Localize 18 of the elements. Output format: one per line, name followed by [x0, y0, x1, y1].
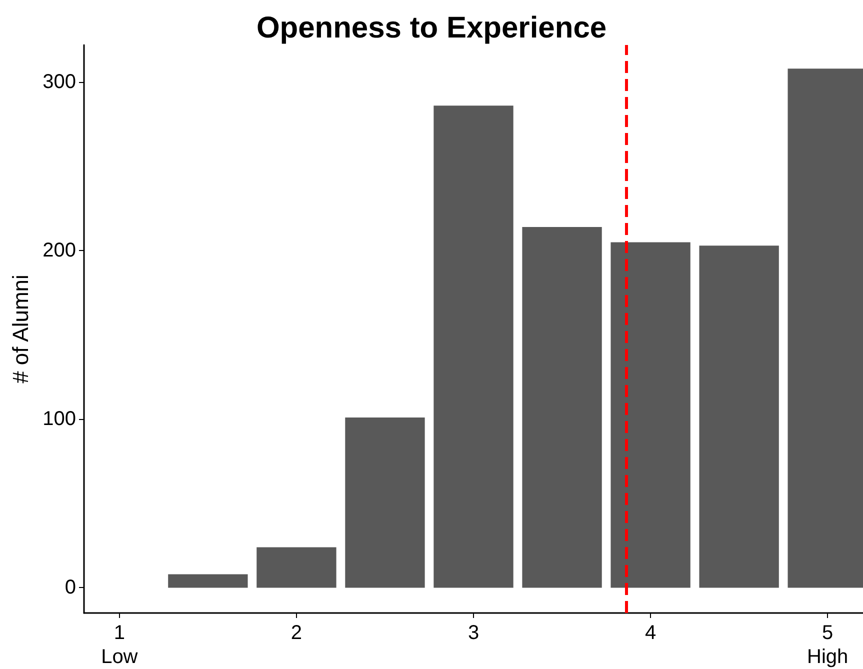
bar: [699, 246, 779, 588]
x-tick-label: 4: [644, 622, 656, 644]
bar: [522, 227, 602, 588]
y-tick-label: 200: [42, 240, 76, 262]
y-tick-label: 100: [42, 408, 76, 430]
bar: [256, 547, 336, 588]
bar: [168, 574, 248, 588]
bar: [610, 242, 690, 588]
y-axis-title: # of Alumni: [8, 274, 34, 384]
x-tick-label: 3: [468, 622, 480, 644]
x-tick-label: 5 High: [807, 622, 848, 668]
x-tick-label: 2: [290, 622, 302, 644]
bar: [345, 417, 425, 588]
y-tick-label: 300: [42, 71, 76, 94]
y-tick-label: 0: [64, 576, 76, 599]
bar: [434, 106, 514, 588]
chart-title: Openness to Experience: [256, 12, 607, 44]
x-tick-label: 1 Low: [101, 622, 138, 668]
